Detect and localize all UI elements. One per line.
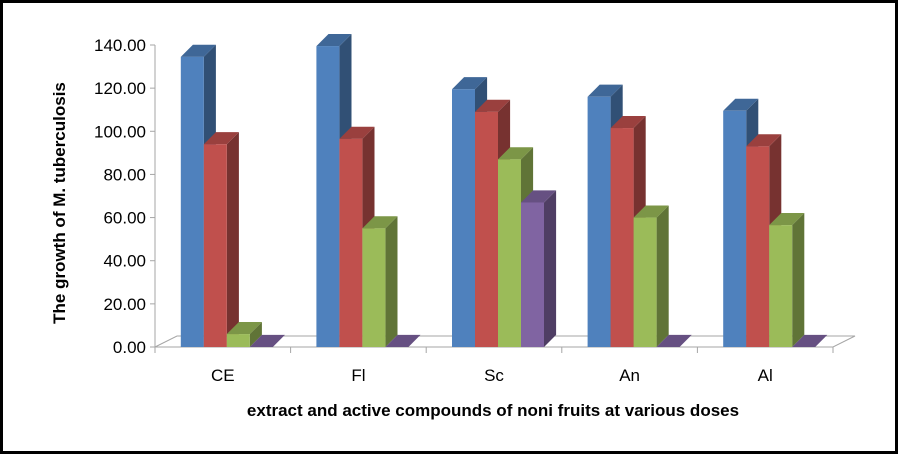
bar-front [498, 159, 521, 347]
y-tick-label: 80.00 [103, 165, 146, 184]
bar-front [610, 128, 634, 347]
bar-top [656, 334, 692, 347]
bar-top [180, 44, 216, 57]
bar [769, 213, 805, 347]
bar-front [475, 111, 498, 347]
x-tick-label: An [619, 366, 640, 385]
bar-front [633, 217, 657, 347]
bar-top [587, 84, 623, 97]
y-tick-label: 40.00 [103, 252, 146, 271]
bar-front [746, 146, 770, 347]
y-tick-label: 120.00 [94, 79, 146, 98]
bar-front [316, 46, 340, 347]
x-tick-label: Fl [351, 366, 365, 385]
bar-front [452, 89, 475, 347]
bar-top [521, 190, 557, 203]
bar-front [339, 138, 363, 347]
bar-top [316, 33, 352, 47]
x-axis-title: extract and active compounds of noni fru… [247, 401, 739, 420]
y-tick-label: 100.00 [94, 122, 146, 141]
bar [226, 321, 262, 347]
bar-front [769, 225, 793, 347]
bar-top [249, 334, 285, 347]
bar-front [180, 56, 204, 347]
x-tick-label: Sc [484, 366, 504, 385]
bar-top [203, 132, 239, 145]
bar-top [475, 99, 511, 112]
bar [203, 132, 239, 347]
y-tick-label: 0.00 [113, 338, 146, 357]
bar-front [203, 144, 227, 347]
bar [385, 334, 421, 347]
y-tick-label: 20.00 [103, 295, 146, 314]
bar-top [746, 134, 782, 147]
bar-top [792, 334, 828, 347]
bar-front [521, 202, 544, 347]
bar-top [610, 115, 646, 129]
bar-side [385, 216, 398, 347]
chart-svg: 0.00 20.00 40.00 60.00 80.00 100.00 120.00 140.… [50, 33, 856, 420]
bar-front [362, 228, 386, 347]
bar-front [587, 96, 611, 348]
bar-top [723, 98, 759, 111]
bar [249, 334, 285, 347]
bar-top [226, 321, 262, 335]
bar-side [656, 205, 669, 347]
bar-top [769, 213, 805, 226]
x-tick-label: CE [211, 366, 235, 385]
bar-front [226, 334, 250, 347]
x-tick-label: Al [758, 366, 773, 385]
bar-side [226, 132, 239, 347]
bar-side [792, 213, 805, 347]
bar [633, 205, 669, 347]
bar-top [385, 334, 421, 347]
y-tick-label: 140.00 [94, 36, 146, 55]
bar [362, 216, 398, 347]
bar [792, 334, 828, 347]
bar-top [633, 205, 669, 218]
bar [521, 190, 557, 347]
bars-layer [180, 33, 828, 348]
bar-top [498, 147, 534, 160]
bar-top [452, 77, 488, 90]
y-axis-title: The growth of M. tuberculosis [50, 82, 69, 324]
bar-side [544, 190, 557, 347]
bar-side [249, 321, 262, 347]
y-tick-label: 60.00 [103, 209, 146, 228]
bar-top [339, 126, 375, 139]
bar-front [723, 110, 747, 348]
labels-layer: 0.00 20.00 40.00 60.00 80.00 100.00 120.00 140.… [94, 36, 773, 385]
bar-top [362, 216, 398, 229]
bar [656, 334, 692, 347]
